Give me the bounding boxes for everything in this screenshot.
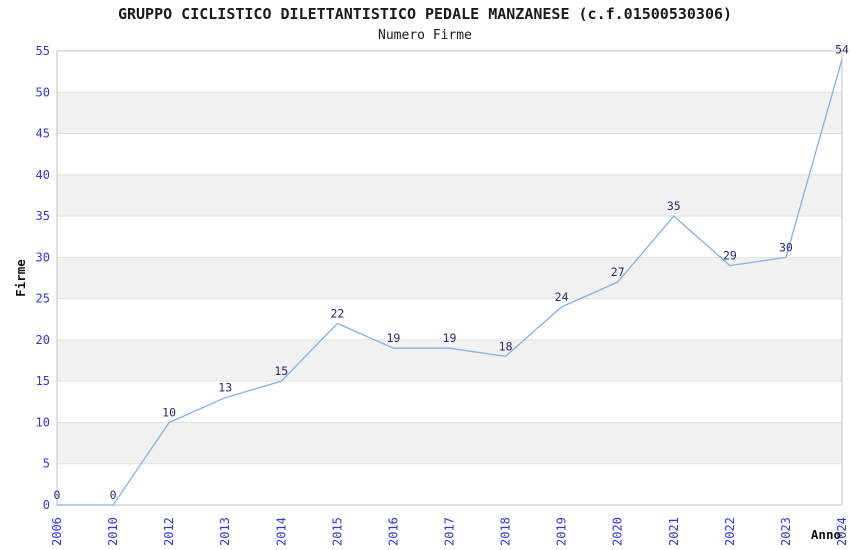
y-tick-label: 25 [36, 292, 50, 306]
grid-band [57, 422, 842, 464]
x-tick-label: 2013 [218, 517, 232, 546]
y-axis-title: Firme [13, 259, 28, 297]
x-tick-label: 2023 [779, 517, 793, 546]
x-tick-label: 2010 [106, 517, 120, 546]
grid-band [57, 339, 842, 382]
y-tick-label: 20 [36, 333, 50, 347]
x-tick-label: 2015 [330, 517, 344, 546]
x-tick-label: 2018 [499, 517, 513, 546]
x-tick-label: 2012 [162, 517, 176, 546]
chart-title: GRUPPO CICLISTICO DILETTANTISTICO PEDALE… [118, 5, 732, 23]
data-label: 0 [110, 488, 117, 502]
data-label: 19 [386, 331, 400, 345]
data-line [57, 59, 843, 506]
data-label: 0 [54, 488, 61, 502]
chart-subtitle: Numero Firme [378, 28, 472, 43]
y-tick-label: 45 [36, 127, 50, 141]
data-label: 27 [611, 265, 625, 279]
data-label: 35 [667, 199, 681, 213]
y-tick-label: 0 [43, 498, 50, 512]
y-tick-label: 40 [36, 168, 50, 182]
y-tick-label: 55 [36, 44, 50, 58]
y-tick-label: 30 [36, 250, 50, 264]
data-label: 15 [274, 364, 288, 378]
data-label: 24 [555, 290, 569, 304]
data-label: 29 [723, 249, 737, 263]
x-tick-label: 2024 [835, 517, 849, 546]
data-label: 19 [443, 331, 457, 345]
x-tick-label: 2017 [443, 517, 457, 546]
x-axis-title: Anno [811, 527, 841, 542]
data-label: 10 [162, 406, 176, 420]
y-tick-label: 10 [36, 416, 50, 430]
x-tick-label: 2006 [50, 517, 64, 546]
plot-border [56, 50, 843, 506]
data-label: 22 [330, 306, 344, 320]
x-tick-label: 2021 [667, 517, 681, 546]
y-tick-label: 5 [43, 457, 50, 471]
x-tick-label: 2022 [723, 517, 737, 546]
data-label: 54 [835, 42, 849, 56]
grid-band [57, 174, 842, 217]
x-tick-label: 2020 [611, 517, 625, 546]
grid-band [57, 257, 842, 299]
y-tick-label: 50 [36, 85, 50, 99]
x-tick-label: 2014 [274, 517, 288, 546]
x-tick-label: 2016 [386, 517, 400, 546]
data-label: 30 [779, 240, 793, 254]
data-label: 13 [218, 381, 232, 395]
grid-band [57, 92, 842, 134]
y-tick-label: 15 [36, 374, 50, 388]
x-tick-label: 2019 [555, 517, 569, 546]
data-label: 18 [499, 339, 513, 353]
y-tick-label: 35 [36, 209, 50, 223]
